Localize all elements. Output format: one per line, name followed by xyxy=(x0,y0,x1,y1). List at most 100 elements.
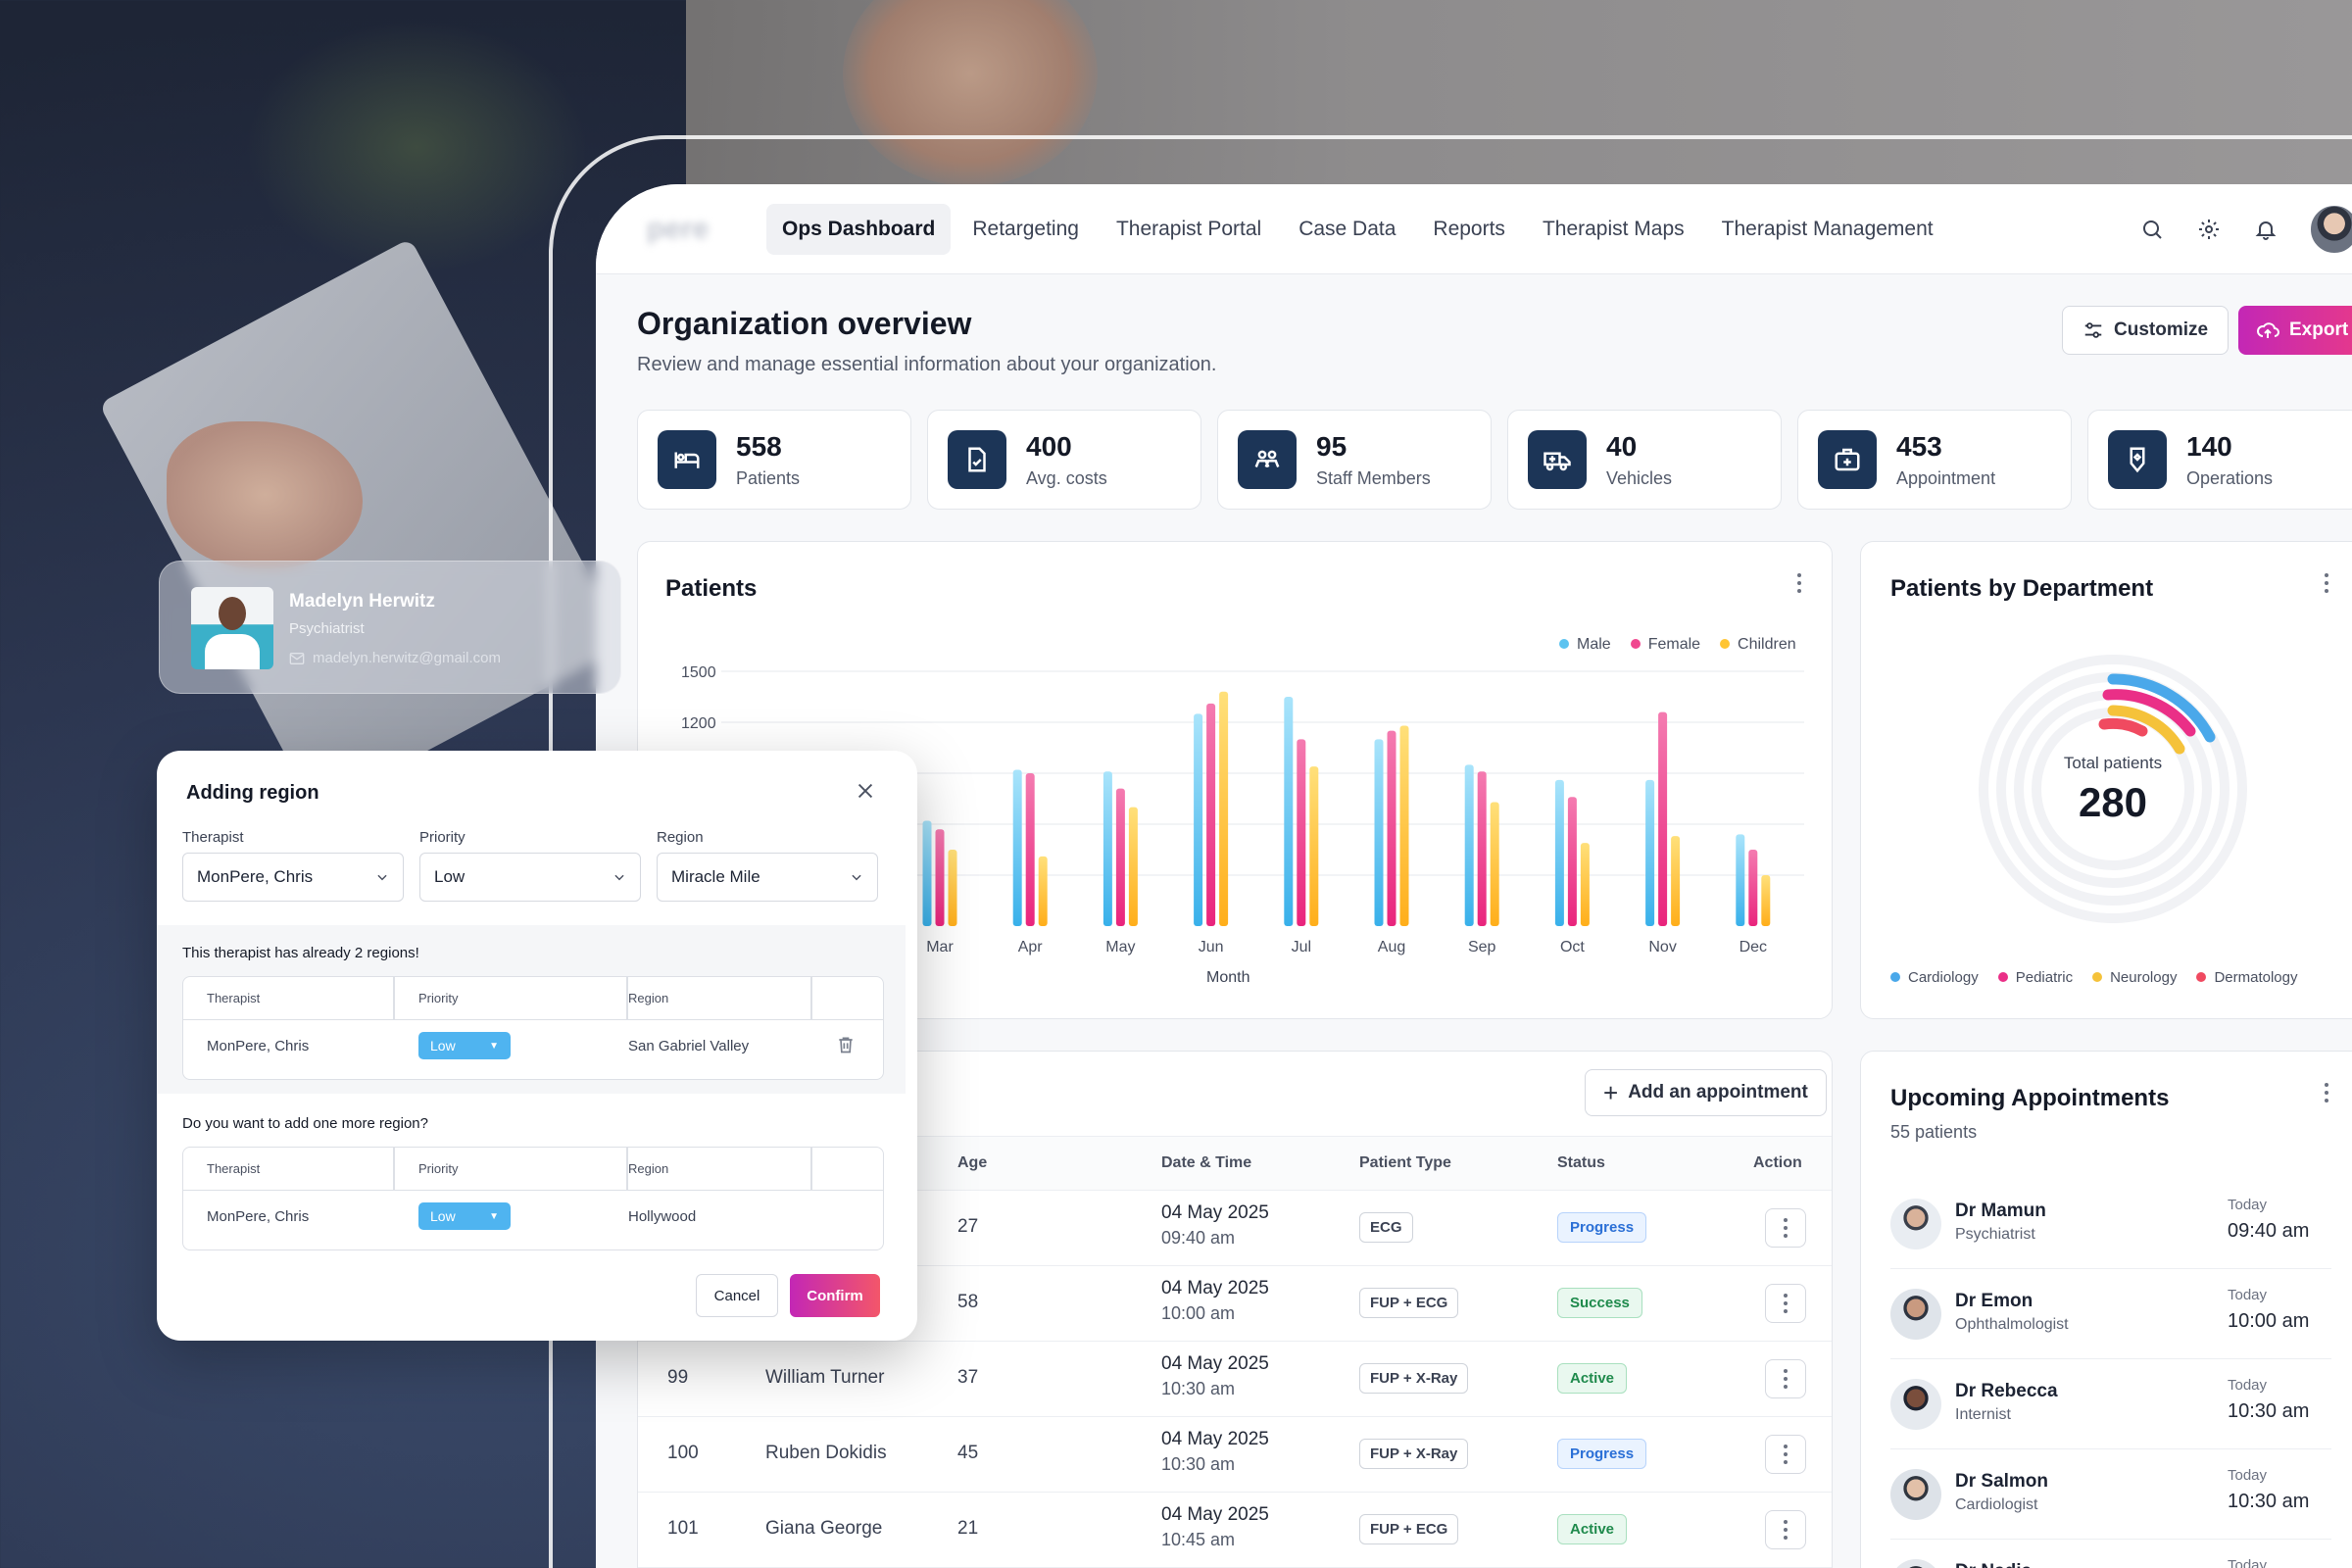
priority-select[interactable]: Low xyxy=(419,853,641,902)
priority-dropdown[interactable]: Low ▼ xyxy=(418,1202,511,1230)
row-action-button[interactable] xyxy=(1765,1359,1806,1398)
row-region: Hollywood xyxy=(628,1208,697,1225)
brand-logo[interactable]: pere xyxy=(647,212,710,245)
user-avatar[interactable] xyxy=(2309,203,2352,255)
bar-male-dec[interactable] xyxy=(1736,834,1745,926)
doctor-name: Dr Emon xyxy=(1955,1291,2034,1311)
bar-children-aug[interactable] xyxy=(1399,725,1409,926)
bar-male-oct[interactable] xyxy=(1554,779,1564,926)
row-action-button[interactable] xyxy=(1765,1208,1806,1248)
stat-card-operations[interactable]: 140 Operations xyxy=(2087,410,2352,510)
appointment-item[interactable]: Dr Mamun Psychiatrist Today 09:40 am xyxy=(1890,1179,2331,1269)
tab-therapist-maps[interactable]: Therapist Maps xyxy=(1542,217,1685,240)
th-status[interactable]: Status xyxy=(1557,1154,1605,1171)
more-vertical-icon[interactable] xyxy=(1794,573,1804,593)
appointment-item[interactable]: Dr Rebecca Internist Today 10:30 am xyxy=(1890,1359,2331,1449)
bar-children-may[interactable] xyxy=(1128,807,1138,926)
export-button[interactable]: Export xyxy=(2238,306,2352,355)
bar-female-oct[interactable] xyxy=(1567,797,1577,926)
stat-value: 95 xyxy=(1316,430,1348,462)
tab-ops-dashboard[interactable]: Ops Dashboard xyxy=(766,203,952,255)
appointment-item[interactable]: Dr Emon Ophthalmologist Today 10:00 am xyxy=(1890,1269,2331,1359)
tab-therapist-management[interactable]: Therapist Management xyxy=(1721,217,1934,240)
bar-male-nov[interactable] xyxy=(1645,779,1655,926)
bar-children-sep[interactable] xyxy=(1490,802,1499,926)
cell-date: 04 May 2025 xyxy=(1161,1278,1269,1298)
bar-children-jun[interactable] xyxy=(1219,691,1229,926)
bar-children-dec[interactable] xyxy=(1761,875,1771,926)
customize-button[interactable]: Customize xyxy=(2062,306,2230,355)
appointment-item[interactable]: Dr Salmon Cardiologist Today 10:30 am xyxy=(1890,1449,2331,1540)
bar-female-jun[interactable] xyxy=(1206,703,1216,926)
profile-email[interactable]: madelyn.herwitz@gmail.com xyxy=(289,650,501,666)
avatar xyxy=(1890,1199,1941,1250)
arc-pediatric xyxy=(2102,689,2196,737)
bar-male-apr[interactable] xyxy=(1012,769,1022,926)
doctor-role: Internist xyxy=(1955,1406,2011,1423)
bar-female-apr[interactable] xyxy=(1025,773,1035,926)
y-tick-label: 1500 xyxy=(681,664,716,681)
new-region-table: Therapist Priority Region MonPere, Chris… xyxy=(182,1147,884,1250)
chevron-down-icon: ▼ xyxy=(489,1040,499,1052)
table-row[interactable]: 99 William Turner 37 04 May 2025 10:30 am FUP… xyxy=(638,1342,1832,1417)
cancel-button[interactable]: Cancel xyxy=(696,1274,778,1317)
bar-male-mar[interactable] xyxy=(922,820,932,926)
th-patient-type[interactable]: Patient Type xyxy=(1359,1154,1451,1171)
bar-female-nov[interactable] xyxy=(1658,711,1668,926)
bar-male-jul[interactable] xyxy=(1284,697,1294,926)
bar-male-jun[interactable] xyxy=(1194,713,1203,926)
search-icon[interactable] xyxy=(2138,216,2166,243)
bar-male-may[interactable] xyxy=(1102,771,1112,926)
table-row[interactable]: 27 04 May 2025 09:40 am ECG Progress xyxy=(638,1191,1832,1266)
bar-male-aug[interactable] xyxy=(1374,739,1384,926)
bar-children-mar[interactable] xyxy=(948,850,957,926)
region-select[interactable]: Miracle Mile xyxy=(657,853,878,902)
table-row[interactable]: 100 Ruben Dokidis 45 04 May 2025 10:30 am FUP… xyxy=(638,1417,1832,1493)
cell-id: 100 xyxy=(667,1443,699,1463)
x-tick-label: Dec xyxy=(1740,939,1767,956)
th-age[interactable]: Age xyxy=(957,1154,988,1171)
therapist-select[interactable]: MonPere, Chris xyxy=(182,853,404,902)
therapist-profile-card[interactable]: Madelyn Herwitz Psychiatrist madelyn.her… xyxy=(159,561,621,694)
bar-female-jul[interactable] xyxy=(1297,739,1306,926)
row-action-button[interactable] xyxy=(1765,1284,1806,1323)
tab-reports[interactable]: Reports xyxy=(1433,217,1505,240)
row-action-button[interactable] xyxy=(1765,1510,1806,1549)
bar-children-apr[interactable] xyxy=(1038,856,1048,926)
appointment-item[interactable]: Dr Nadia Today xyxy=(1890,1540,2331,1568)
stat-card-staff[interactable]: 95 Staff Members xyxy=(1217,410,1492,510)
add-appointment-button[interactable]: + Add an appointment xyxy=(1585,1069,1827,1116)
gear-icon[interactable] xyxy=(2195,216,2223,243)
bar-female-aug[interactable] xyxy=(1387,730,1396,926)
table-row[interactable]: 101 Giana George 21 04 May 2025 10:45 am FUP … xyxy=(638,1493,1832,1568)
more-vertical-icon[interactable] xyxy=(2322,1083,2331,1102)
mail-icon xyxy=(289,652,305,664)
th-date-time[interactable]: Date & Time xyxy=(1161,1154,1252,1171)
stat-label: Vehicles xyxy=(1606,467,1673,488)
bar-children-jul[interactable] xyxy=(1309,766,1319,926)
stat-card-avg-costs[interactable]: 400 Avg. costs xyxy=(927,410,1201,510)
bar-female-dec[interactable] xyxy=(1748,850,1758,926)
th-region: Region xyxy=(628,991,669,1005)
stat-card-appointment[interactable]: 453 Appointment xyxy=(1797,410,2072,510)
tab-case-data[interactable]: Case Data xyxy=(1298,217,1396,240)
confirm-button[interactable]: Confirm xyxy=(790,1274,880,1317)
tab-retargeting[interactable]: Retargeting xyxy=(972,217,1079,240)
bell-icon[interactable] xyxy=(2252,216,2279,243)
trash-icon[interactable] xyxy=(836,1034,856,1055)
table-row[interactable]: 58 04 May 2025 10:00 am FUP + ECG Success xyxy=(638,1266,1832,1342)
x-tick-label: Nov xyxy=(1648,939,1676,956)
more-vertical-icon[interactable] xyxy=(2322,573,2331,593)
priority-dropdown[interactable]: Low ▼ xyxy=(418,1032,511,1059)
bar-female-sep[interactable] xyxy=(1477,771,1487,926)
bar-children-nov[interactable] xyxy=(1671,836,1681,926)
bar-male-sep[interactable] xyxy=(1464,764,1474,926)
stat-card-patients[interactable]: 558 Patients xyxy=(637,410,911,510)
close-icon[interactable] xyxy=(855,780,878,804)
bar-female-may[interactable] xyxy=(1115,788,1125,926)
row-action-button[interactable] xyxy=(1765,1435,1806,1474)
tab-therapist-portal[interactable]: Therapist Portal xyxy=(1115,217,1262,240)
stat-card-vehicles[interactable]: 40 Vehicles xyxy=(1507,410,1782,510)
bar-children-oct[interactable] xyxy=(1580,843,1590,926)
bar-female-mar[interactable] xyxy=(935,829,945,926)
